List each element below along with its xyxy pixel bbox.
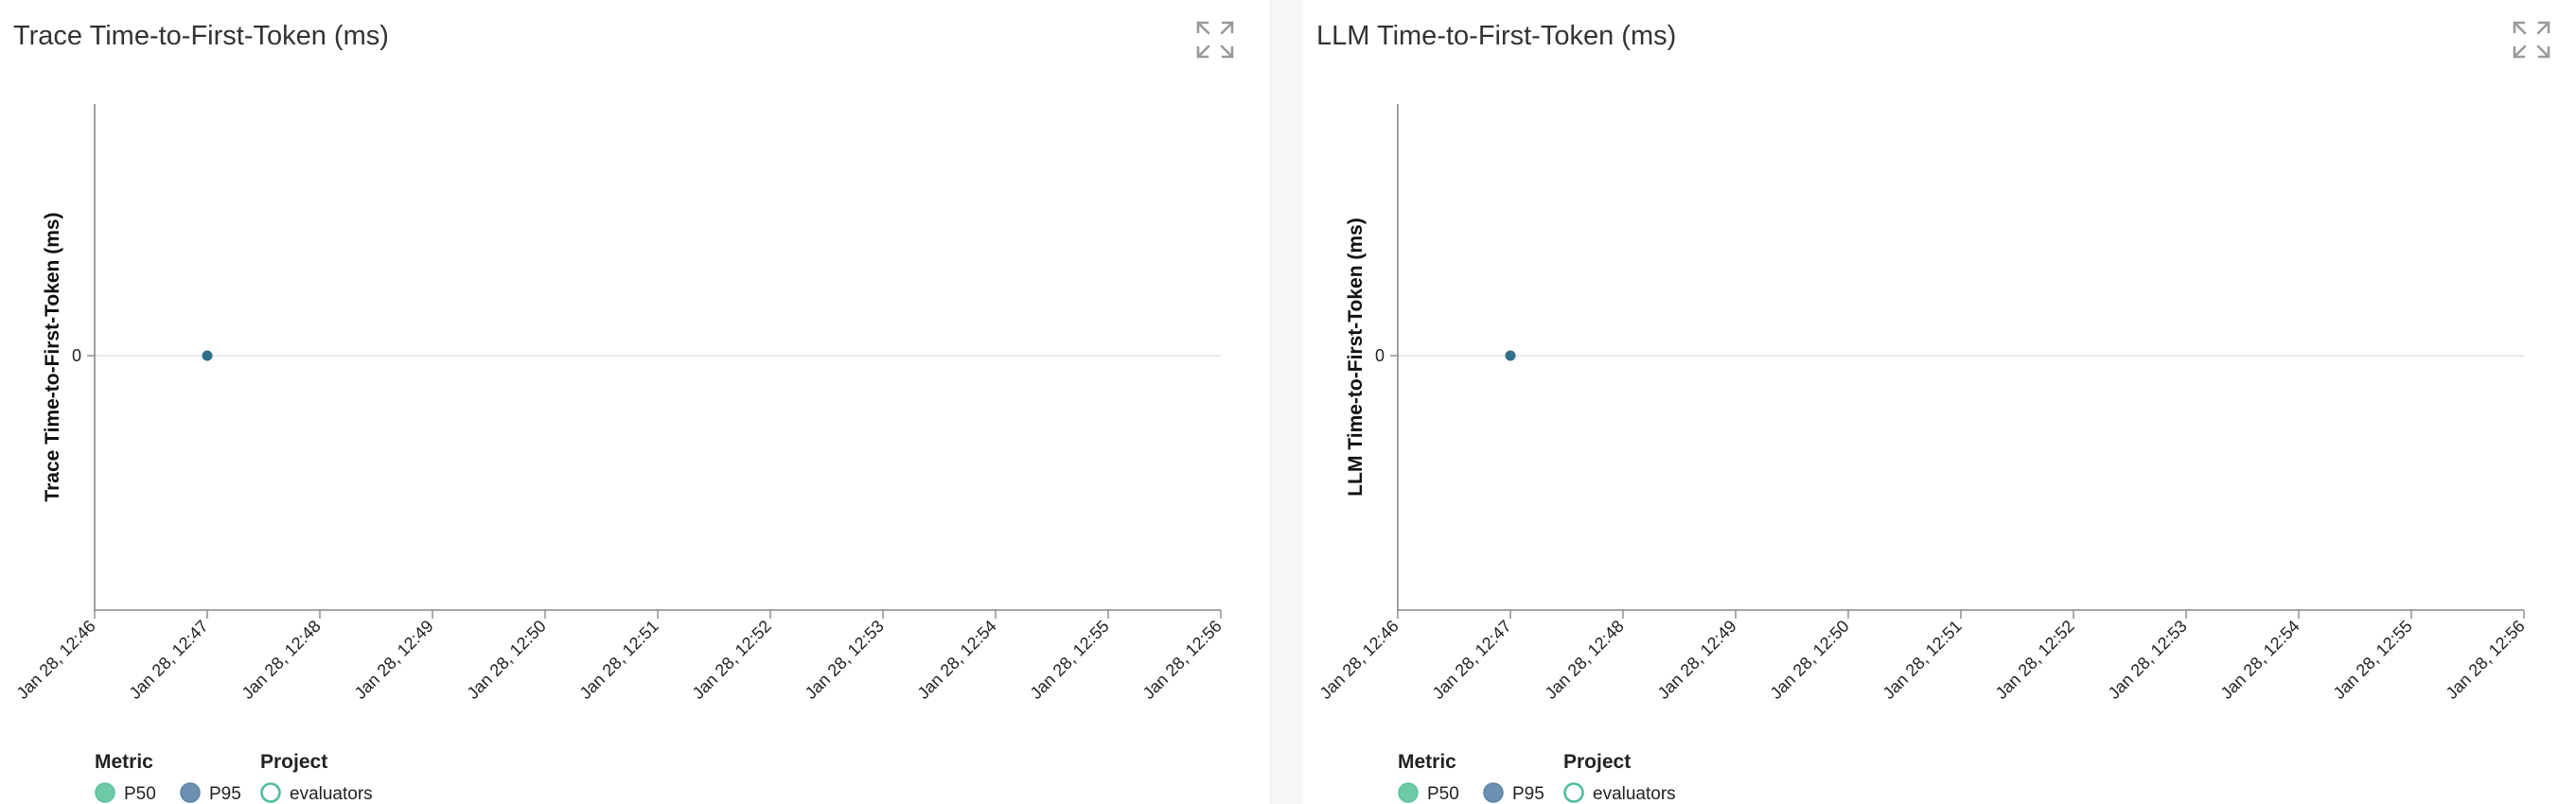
x-tick-label: Jan 28, 12:52: [1992, 617, 2078, 703]
y-axis-title: LLM Time-to-First-Token (ms): [1345, 218, 1367, 496]
expand-icon: [1196, 21, 1234, 59]
data-point: [202, 350, 213, 361]
expand-button[interactable]: [1194, 19, 1236, 61]
x-tick-label: Jan 28, 12:54: [914, 617, 1000, 703]
x-tick-label: Jan 28, 12:52: [689, 617, 775, 703]
y-axis-title: Trace Time-to-First-Token (ms): [42, 212, 63, 501]
x-tick-label: Jan 28, 12:51: [576, 617, 662, 703]
chart-svg: 0 Trace Time-to-First-Token (ms) Jan 28, 1…: [13, 104, 1226, 804]
x-tick-label: Jan 28, 12:47: [126, 617, 212, 703]
x-tick-label: Jan 28, 12:46: [1316, 617, 1403, 703]
legend-item-label: evaluators: [290, 784, 373, 804]
x-tick-label: Jan 28, 12:54: [2217, 617, 2303, 703]
legend-item-label: evaluators: [1593, 784, 1676, 804]
x-tick-label: Jan 28, 12:56: [1139, 617, 1226, 703]
legend-swatch: [1398, 782, 1419, 803]
x-tick-label: Jan 28, 12:46: [13, 617, 99, 703]
legend-swatch: [95, 782, 115, 803]
chart-panel-llm-ttft: LLM Time-to-First-Token (ms) 0 LLM Time-t…: [1303, 0, 2576, 804]
legend-item-label: P50: [124, 784, 156, 804]
chart-panel-trace-ttft: Trace Time-to-First-Token (ms) 0 Trace Ti…: [0, 0, 1270, 804]
legend-swatch: [260, 782, 281, 803]
chart-svg: 0 LLM Time-to-First-Token (ms) Jan 28, 12:…: [1316, 104, 2529, 804]
legend-swatch: [1563, 782, 1584, 803]
x-tick-label: Jan 28, 12:51: [1879, 617, 1966, 703]
panel-title: LLM Time-to-First-Token (ms): [1316, 21, 1677, 51]
x-tick-label: Jan 28, 12:56: [2443, 617, 2529, 703]
legend-swatch: [180, 782, 201, 803]
x-tick-label: Jan 28, 12:50: [464, 617, 550, 703]
legend-item-label: P95: [209, 784, 241, 804]
legend-swatch: [1483, 782, 1504, 803]
y-tick-label: 0: [1375, 346, 1385, 365]
legend-metric-title: Metric: [1398, 751, 1456, 773]
x-tick-label: Jan 28, 12:55: [1027, 617, 1113, 703]
x-tick-label: Jan 28, 12:53: [802, 617, 888, 703]
expand-icon: [2513, 21, 2550, 59]
x-tick-label: Jan 28, 12:49: [351, 617, 437, 703]
expand-button[interactable]: [2511, 19, 2552, 61]
legend-project-title: Project: [1563, 751, 1631, 773]
data-point: [1505, 350, 1516, 361]
x-tick-label: Jan 28, 12:55: [2330, 617, 2416, 703]
legend-metric-title: Metric: [95, 751, 153, 773]
legend-item-label: P50: [1427, 784, 1459, 804]
x-tick-label: Jan 28, 12:48: [238, 617, 325, 703]
x-tick-label: Jan 28, 12:48: [1542, 617, 1628, 703]
x-tick-label: Jan 28, 12:49: [1654, 617, 1740, 703]
panel-title: Trace Time-to-First-Token (ms): [13, 21, 389, 51]
panel-divider: [1270, 0, 1304, 804]
y-tick-label: 0: [72, 346, 81, 365]
x-tick-label: Jan 28, 12:47: [1429, 617, 1515, 703]
legend-item-label: P95: [1512, 784, 1544, 804]
legend-project-title: Project: [260, 751, 327, 773]
x-tick-label: Jan 28, 12:53: [2105, 617, 2191, 703]
x-tick-label: Jan 28, 12:50: [1767, 617, 1853, 703]
